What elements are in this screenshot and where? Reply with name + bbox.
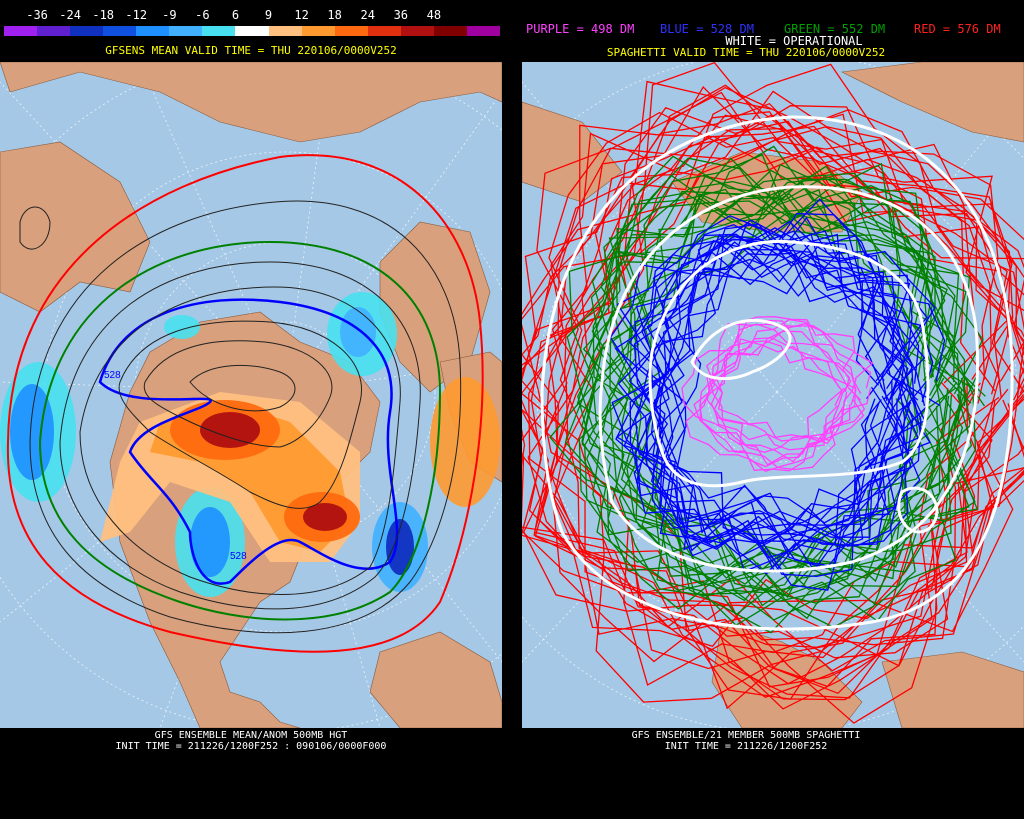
colorbar-label: 6	[231, 8, 240, 22]
spaghetti-blue	[616, 212, 912, 541]
colorbar-label: -6	[195, 8, 210, 22]
colorbar-label: 24	[360, 8, 375, 22]
colorbar-swatch	[433, 26, 467, 36]
ensemble-mean-map: 528 528	[0, 62, 502, 728]
contour-576	[6, 154, 484, 653]
spaghetti-valid-time-title: SPAGHETTI VALID TIME = THU 220106/0000V2…	[606, 46, 886, 59]
spaghetti-red	[536, 126, 1014, 663]
legend-blue: BLUE = 528 DM	[660, 22, 754, 36]
spaghetti-contours	[522, 62, 1024, 724]
colorbar-swatch	[4, 26, 38, 36]
spaghetti-blue	[615, 215, 926, 575]
colorbar-label: 36	[393, 8, 409, 22]
colorbar-swatch	[367, 26, 401, 36]
spaghetti-green	[591, 175, 964, 595]
spaghetti-red	[528, 127, 1024, 701]
colorbar-swatch	[400, 26, 434, 36]
spaghetti-blue	[623, 232, 941, 573]
spaghetti-map-svg	[522, 62, 1024, 728]
mean-footer-title: GFS ENSEMBLE MEAN/ANOM 500MB HGT	[154, 730, 348, 741]
anomaly-shading	[0, 292, 500, 597]
colorbar-label: -9	[162, 8, 177, 22]
spaghetti-green	[581, 145, 984, 621]
ensemble-mean-map-svg: 528 528	[0, 62, 502, 728]
spaghetti-red	[522, 80, 1024, 695]
spaghetti-blue	[615, 243, 895, 568]
mean-valid-time-title: GFSENS MEAN VALID TIME = THU 220106/0000…	[105, 44, 397, 57]
spaghetti-blue	[635, 240, 914, 572]
spaghetti-footer-title: GFS ENSEMBLE/21 MEMBER 500MB SPAGHETTI	[631, 730, 861, 741]
land-south-america	[369, 631, 502, 728]
colorbar-label: -36	[26, 8, 48, 22]
spaghetti-red	[543, 124, 1009, 646]
spaghetti-purple	[699, 323, 851, 463]
spaghetti-purple	[712, 323, 856, 442]
colorbar-label: -18	[92, 8, 115, 22]
colorbar-swatch	[301, 26, 335, 36]
colorbar-swatch	[202, 26, 236, 36]
legend-red: RED = 576 DM	[914, 22, 1001, 36]
panel-divider	[502, 0, 522, 819]
contour-label-528-a: 528	[104, 370, 121, 381]
land-eurasia-top	[0, 62, 502, 143]
spaghetti-blue	[633, 198, 926, 542]
operational-contours	[540, 115, 1014, 631]
land-masses	[0, 62, 502, 728]
spaghetti-red	[522, 109, 1024, 710]
spaghetti-purple	[708, 322, 866, 466]
colorbar-swatch	[268, 26, 302, 36]
spaghetti-red	[534, 86, 1024, 724]
spaghetti-green	[608, 189, 976, 585]
spaghetti-panel: PURPLE = 498 DM BLUE = 528 DM GREEN = 55…	[522, 0, 1024, 819]
spaghetti-green	[576, 163, 972, 627]
spaghetti-red	[522, 63, 1024, 670]
spaghetti-map	[522, 62, 1024, 728]
spaghetti-green	[608, 157, 970, 607]
spaghetti-red	[528, 132, 1002, 647]
colorbar-label: 18	[327, 8, 342, 22]
height-contours	[6, 154, 484, 653]
colorbar-swatch	[136, 26, 170, 36]
colorbar-label: -24	[59, 8, 81, 22]
colorbar-label: 12	[294, 8, 309, 22]
legend-purple: PURPLE = 498 DM	[526, 22, 635, 36]
spaghetti-purple	[693, 337, 856, 472]
colorbar-swatch	[70, 26, 104, 36]
colorbar-label: 9	[264, 8, 273, 22]
spaghetti-green	[578, 174, 948, 591]
spaghetti-purple	[685, 340, 843, 473]
contour-label-528-b: 528	[230, 551, 247, 562]
colorbar-swatches	[4, 26, 500, 36]
contour-528	[98, 298, 399, 585]
mean-footer-init: INIT TIME = 211226/1200F252 : 090106/000…	[115, 741, 387, 752]
legend-white: WHITE = OPERATIONAL	[725, 34, 863, 48]
spaghetti-footer-init: INIT TIME = 211226/1200F252	[664, 741, 828, 752]
anomaly-colorbar: -36 -24 -18 -12 -9 -6 6 9 12 18 24 36 48	[4, 4, 500, 38]
ensemble-mean-panel: -36 -24 -18 -12 -9 -6 6 9 12 18 24 36 48 GFSENS MEAN…	[0, 0, 502, 819]
colorbar-swatch	[169, 26, 203, 36]
colorbar-label: 48	[426, 8, 442, 22]
colorbar-swatch	[37, 26, 71, 36]
spaghetti-blue	[614, 230, 906, 557]
contour-552	[38, 240, 442, 621]
colorbar-label: -12	[125, 8, 148, 22]
spaghetti-blue	[628, 220, 946, 570]
land-asia-west	[0, 141, 151, 313]
legend-green: GREEN = 552 DM	[784, 22, 886, 36]
negative-anomaly-alaska	[164, 315, 200, 339]
spaghetti-purple	[681, 319, 845, 453]
colorbar-swatch	[103, 26, 137, 36]
spaghetti-blue	[659, 234, 922, 551]
spaghetti-red	[522, 111, 1024, 688]
colorbar-swatch	[334, 26, 368, 36]
colorbar-swatch	[235, 26, 269, 36]
spaghetti-purple	[706, 330, 865, 468]
spaghetti-red	[522, 105, 1024, 700]
colorbar-swatch	[466, 26, 500, 36]
spaghetti-blue	[611, 235, 915, 559]
